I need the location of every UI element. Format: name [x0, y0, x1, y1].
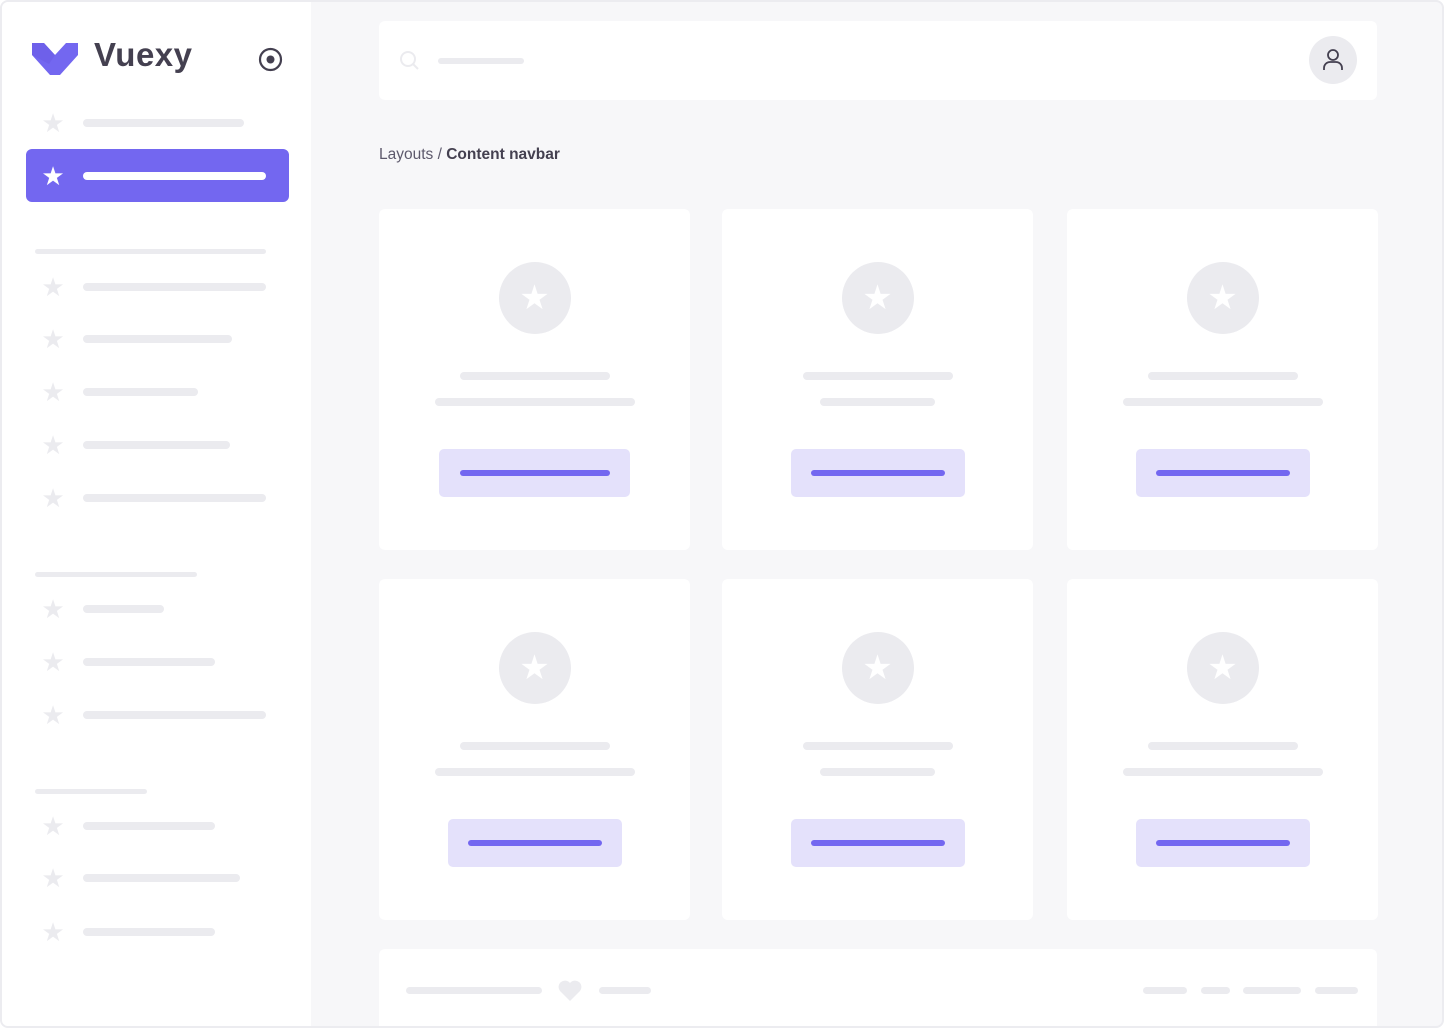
- card-button[interactable]: [1135, 819, 1310, 867]
- radio-circle-icon[interactable]: [258, 47, 283, 72]
- footer-text: [599, 987, 651, 994]
- card-text: [820, 398, 935, 406]
- card: ★: [1067, 209, 1378, 550]
- card-text: [434, 768, 635, 776]
- star-icon: ★: [1186, 262, 1259, 334]
- footer-link[interactable]: [1315, 987, 1358, 994]
- card-button-label: [459, 470, 610, 476]
- card-button-label: [1155, 470, 1290, 476]
- sidebar-item[interactable]: [83, 928, 215, 936]
- star-icon: ★: [41, 272, 65, 302]
- breadcrumb: Layouts / Content navbar: [379, 146, 560, 164]
- top-navbar: [379, 21, 1377, 100]
- star-icon: ★: [41, 647, 65, 677]
- user-icon: [1323, 49, 1343, 70]
- sidebar-item[interactable]: [83, 335, 232, 343]
- footer-link[interactable]: [1201, 987, 1230, 994]
- sidebar-section-header: [35, 789, 147, 794]
- vuexy-logo-icon: [32, 43, 78, 75]
- card-title: [802, 372, 953, 380]
- card-button-label: [810, 840, 945, 846]
- card-button[interactable]: [439, 449, 630, 497]
- star-icon: ★: [1186, 632, 1259, 704]
- sidebar-section-header: [35, 249, 266, 254]
- sidebar-item[interactable]: [83, 119, 244, 127]
- card-button[interactable]: [447, 819, 622, 867]
- card-text: [434, 398, 635, 406]
- sidebar-item[interactable]: [83, 605, 164, 613]
- sidebar-item[interactable]: [83, 874, 240, 882]
- star-icon: ★: [41, 700, 65, 730]
- card-title: [459, 742, 610, 750]
- card-title: [1147, 372, 1298, 380]
- sidebar-item[interactable]: [83, 822, 215, 830]
- card-text: [1122, 768, 1323, 776]
- star-icon: ★: [41, 594, 65, 624]
- sidebar-item[interactable]: [83, 388, 198, 396]
- sidebar-item[interactable]: [83, 494, 266, 502]
- card-title: [1147, 742, 1298, 750]
- search-icon[interactable]: [399, 50, 421, 72]
- card-title: [802, 742, 953, 750]
- star-icon: ★: [498, 262, 571, 334]
- card: ★: [722, 579, 1033, 920]
- sidebar-item[interactable]: [83, 711, 266, 719]
- sidebar-section-header: [35, 572, 197, 577]
- star-icon: ★: [41, 377, 65, 407]
- star-icon: ★: [41, 863, 65, 893]
- star-icon: ★: [41, 917, 65, 947]
- sidebar: Vuexy ★ ★ ★ ★ ★ ★ ★ ★ ★ ★ ★ ★ ★: [2, 2, 311, 1026]
- star-icon: ★: [841, 262, 914, 334]
- sidebar-item[interactable]: [83, 658, 215, 666]
- card-title: [459, 372, 610, 380]
- card: ★: [722, 209, 1033, 550]
- sidebar-item[interactable]: [83, 172, 266, 180]
- card-button-label: [810, 470, 945, 476]
- breadcrumb-current: Content navbar: [446, 146, 560, 163]
- card-button[interactable]: [1135, 449, 1310, 497]
- breadcrumb-separator: /: [437, 146, 442, 163]
- card: ★: [379, 579, 690, 920]
- star-icon: ★: [41, 483, 65, 513]
- brand-name: Vuexy: [94, 36, 193, 73]
- sidebar-item[interactable]: [83, 441, 230, 449]
- card-text: [820, 768, 935, 776]
- star-icon: ★: [41, 430, 65, 460]
- card-text: [1122, 398, 1323, 406]
- card: ★: [379, 209, 690, 550]
- breadcrumb-parent[interactable]: Layouts: [379, 146, 434, 163]
- card-button[interactable]: [790, 819, 965, 867]
- card-button-label: [1155, 840, 1290, 846]
- sidebar-item[interactable]: [83, 283, 266, 291]
- search-input[interactable]: [438, 58, 524, 64]
- heart-icon: [558, 980, 582, 1001]
- star-icon: ★: [41, 108, 65, 138]
- card-button-label: [467, 840, 602, 846]
- star-icon: ★: [841, 632, 914, 704]
- star-icon: ★: [41, 324, 65, 354]
- star-icon: ★: [41, 161, 65, 191]
- avatar[interactable]: [1309, 36, 1357, 84]
- footer: [379, 949, 1377, 1026]
- footer-link[interactable]: [1143, 987, 1187, 994]
- card-button[interactable]: [790, 449, 965, 497]
- footer-text: [406, 987, 542, 994]
- star-icon: ★: [41, 811, 65, 841]
- card: ★: [1067, 579, 1378, 920]
- star-icon: ★: [498, 632, 571, 704]
- footer-link[interactable]: [1243, 987, 1301, 994]
